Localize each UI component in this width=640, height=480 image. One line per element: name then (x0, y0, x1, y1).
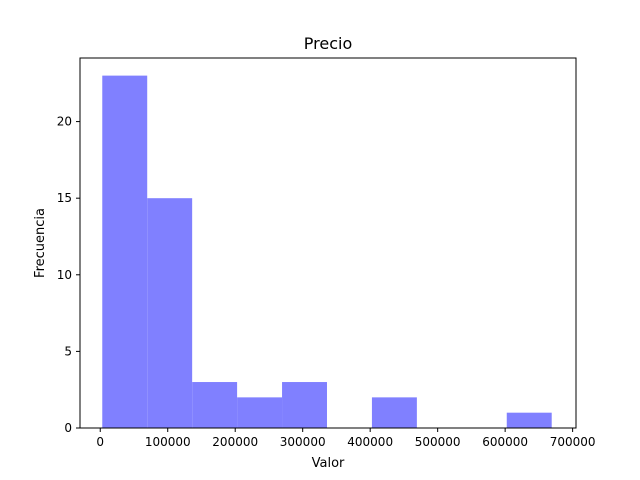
y-tick-label: 20 (57, 115, 72, 129)
chart-title: Precio (304, 34, 352, 53)
x-tick-label: 200000 (212, 435, 258, 449)
histogram-bar (506, 412, 552, 428)
y-tick-label: 10 (57, 268, 72, 282)
y-tick-label: 5 (64, 344, 72, 358)
y-tick-label: 0 (64, 421, 72, 435)
x-tick-label: 700000 (550, 435, 596, 449)
histogram-bar (237, 397, 283, 428)
histogram-bar (282, 382, 327, 428)
y-axis-ticks: 0 5 10 15 20 (57, 115, 80, 435)
x-tick-label: 500000 (415, 435, 461, 449)
histogram-bar (147, 198, 193, 428)
histogram-bar (192, 382, 238, 428)
histogram-bar (102, 75, 148, 428)
x-tick-label: 400000 (347, 435, 393, 449)
x-tick-label: 300000 (280, 435, 326, 449)
y-tick-label: 15 (57, 191, 72, 205)
x-tick-label: 100000 (145, 435, 191, 449)
x-axis-ticks: 0 100000 200000 300000 400000 500000 600000 700… (96, 428, 596, 449)
bars-group (102, 75, 552, 428)
histogram-bar (371, 397, 417, 428)
x-tick-label: 600000 (482, 435, 528, 449)
plot-frame (79, 57, 577, 429)
x-tick-label: 0 (96, 435, 104, 449)
y-axis-label: Frecuencia (33, 208, 48, 278)
x-axis-label: Valor (312, 456, 345, 471)
